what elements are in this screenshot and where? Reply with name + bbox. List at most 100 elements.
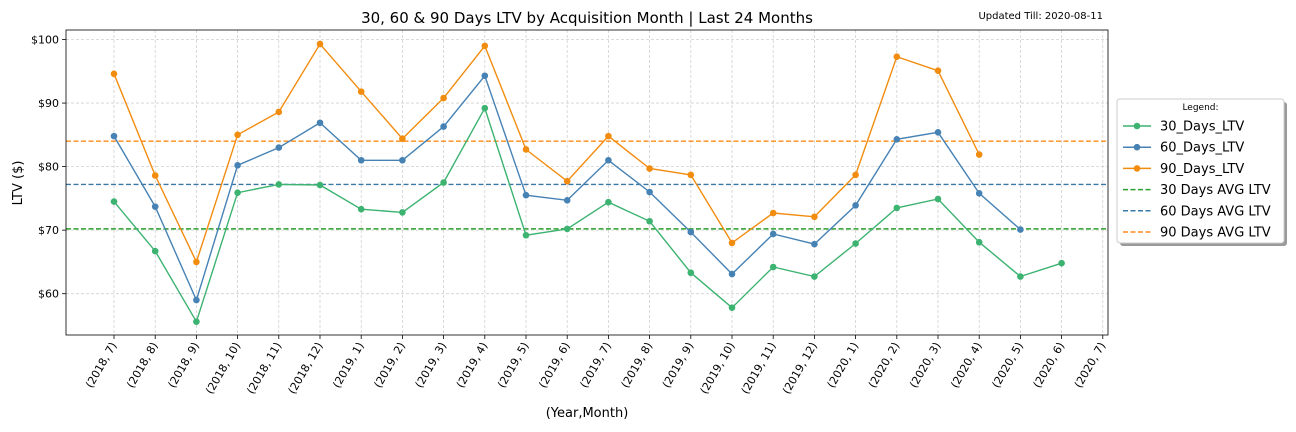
data-point [110, 132, 118, 140]
data-point [316, 181, 324, 189]
data-point [522, 231, 530, 239]
x-tick-label: (2019, 6) [536, 340, 573, 390]
data-point [440, 123, 447, 130]
data-point [193, 296, 200, 304]
y-tick-label: $90 [38, 97, 59, 110]
y-axis-label: LTV ($) [11, 161, 26, 206]
data-point [975, 190, 983, 197]
data-point [357, 205, 365, 213]
data-point [234, 162, 241, 169]
data-point [522, 146, 530, 153]
data-point [852, 171, 859, 179]
data-point [151, 247, 159, 255]
data-point [769, 209, 777, 217]
data-point [975, 238, 983, 246]
x-tick-label: (2018, 8) [124, 340, 161, 390]
legend-entry-label: 60 Days AVG LTV [1160, 204, 1271, 219]
data-point [481, 42, 489, 50]
x-tick-label: (2020, 5) [989, 340, 1026, 390]
data-point [605, 198, 612, 206]
data-point [1058, 259, 1065, 267]
x-tick-label: (2019, 5) [495, 340, 532, 390]
data-point [193, 258, 200, 266]
x-axis-label: (Year,Month) [546, 406, 629, 421]
plot-area: $60$70$80$90$100(2018, 7) (2018, 8) (2018,… [31, 29, 1109, 396]
data-point [151, 172, 159, 179]
x-tick-label: (2018, 12) [286, 340, 326, 396]
legend: Legend: 30_Days_LTV 60_Days_LTV 90_Days_LTV… [1116, 98, 1287, 246]
legend-marker [1133, 143, 1141, 151]
legend-title: Legend: [1182, 103, 1218, 113]
series-line [113, 106, 1062, 324]
data-point [811, 240, 818, 248]
x-tick-label: (2019, 11) [739, 340, 779, 396]
plot-frame [65, 29, 1109, 336]
legend-box [1116, 98, 1285, 244]
data-point [893, 204, 901, 212]
data-point [481, 104, 489, 112]
x-tick-label: (2018, 11) [244, 340, 284, 396]
data-point [234, 131, 241, 139]
data-point [728, 270, 736, 278]
x-tick-label: (2019, 8) [619, 340, 656, 390]
legend-marker [1133, 122, 1141, 130]
data-point [399, 209, 406, 216]
data-point [934, 129, 942, 136]
x-tick-label: (2020, 3) [907, 340, 944, 390]
data-point [151, 203, 159, 210]
x-tick-label: (2020, 6) [1031, 340, 1068, 390]
legend-entry-label: 90 Days AVG LTV [1160, 226, 1271, 241]
legend-marker [1133, 165, 1141, 172]
data-point [811, 273, 818, 280]
data-point [646, 165, 653, 172]
y-tick-label: $80 [38, 161, 59, 174]
data-point [975, 151, 983, 158]
data-point [440, 179, 447, 186]
data-point [357, 88, 365, 95]
data-point [728, 239, 736, 247]
data-point [852, 240, 859, 247]
x-tick-label: (2018, 9) [165, 340, 202, 390]
y-tick-label: $60 [38, 288, 59, 301]
data-point [769, 263, 777, 271]
x-tick-label: (2020, 1) [825, 340, 862, 390]
data-point [399, 135, 406, 142]
updated-note: Updated Till: 2020-08-11 [978, 11, 1103, 22]
data-point [1017, 226, 1024, 233]
y-tick-label: $100 [31, 34, 59, 47]
data-point [316, 119, 324, 127]
data-point [399, 156, 406, 164]
data-point [687, 228, 695, 236]
data-point [1017, 273, 1024, 280]
data-point [275, 144, 283, 151]
data-point [934, 195, 942, 203]
data-point [110, 198, 118, 205]
data-point [811, 213, 818, 221]
data-point [934, 67, 942, 74]
data-point [687, 269, 695, 277]
data-point [234, 189, 241, 196]
legend-entry-label: 60_Days_LTV [1160, 141, 1244, 156]
x-tick-label: (2019, 10) [698, 340, 738, 396]
x-tick-label: (2019, 9) [660, 340, 697, 390]
series-line [113, 42, 980, 264]
data-point [646, 188, 653, 196]
data-point [605, 132, 612, 140]
data-point [440, 94, 447, 102]
x-tick-label: (2019, 3) [413, 340, 450, 390]
x-tick-label: (2019, 12) [780, 340, 820, 396]
data-point [563, 225, 571, 233]
x-tick-label: (2020, 2) [866, 340, 903, 390]
data-point [852, 202, 859, 209]
x-tick-label: (2018, 7) [83, 340, 120, 390]
data-point [646, 217, 653, 225]
x-tick-label: (2019, 4) [454, 340, 491, 390]
data-point [110, 70, 118, 78]
legend-entry-label: 30_Days_LTV [1160, 120, 1244, 135]
data-point [522, 191, 530, 199]
x-tick-label: (2018, 10) [203, 340, 243, 396]
data-point [728, 304, 736, 311]
x-tick-label: (2020, 4) [948, 340, 985, 390]
y-tick-label: $70 [38, 224, 59, 237]
